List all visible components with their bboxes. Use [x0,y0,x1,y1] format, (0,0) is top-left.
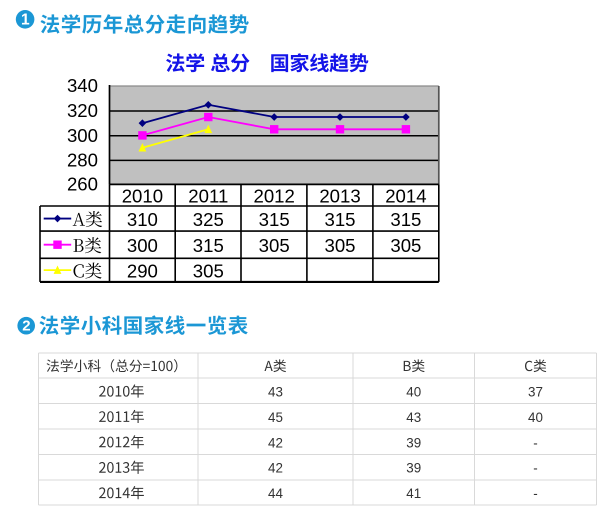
svg-text:-: - [533,461,537,476]
svg-text:43: 43 [268,385,283,400]
svg-text:305: 305 [324,235,355,256]
svg-text:2013: 2013 [319,185,360,206]
svg-text:290: 290 [127,260,158,281]
svg-text:305: 305 [193,260,224,281]
svg-text:45: 45 [268,410,283,425]
svg-text:44: 44 [268,486,283,501]
svg-text:310: 310 [127,209,158,230]
svg-text:315: 315 [324,209,355,230]
svg-text:2011: 2011 [188,185,228,206]
svg-text:40: 40 [406,385,421,400]
svg-text:305: 305 [259,235,290,256]
svg-text:-: - [533,435,537,450]
svg-text:260: 260 [67,174,98,195]
svg-text:300: 300 [127,235,158,256]
svg-text:2012: 2012 [254,185,295,206]
svg-text:42: 42 [268,435,283,450]
svg-text:280: 280 [67,150,98,171]
svg-text:37: 37 [528,385,543,400]
svg-text:340: 340 [67,75,98,96]
svg-text:320: 320 [67,100,98,121]
svg-text:40: 40 [528,410,543,425]
svg-text:305: 305 [390,235,421,256]
svg-text:315: 315 [193,235,224,256]
svg-text:315: 315 [259,209,290,230]
svg-text:39: 39 [406,461,421,476]
svg-text:-: - [533,486,537,501]
svg-text:42: 42 [268,461,283,476]
svg-text:1: 1 [21,11,30,28]
svg-text:41: 41 [406,486,421,501]
svg-text:43: 43 [406,410,421,425]
svg-text:2014: 2014 [385,185,426,206]
svg-text:39: 39 [406,435,421,450]
svg-text:325: 325 [193,209,224,230]
svg-text:300: 300 [67,125,98,146]
svg-text:315: 315 [390,209,421,230]
svg-text:2010: 2010 [122,185,163,206]
svg-text:2: 2 [22,318,30,335]
